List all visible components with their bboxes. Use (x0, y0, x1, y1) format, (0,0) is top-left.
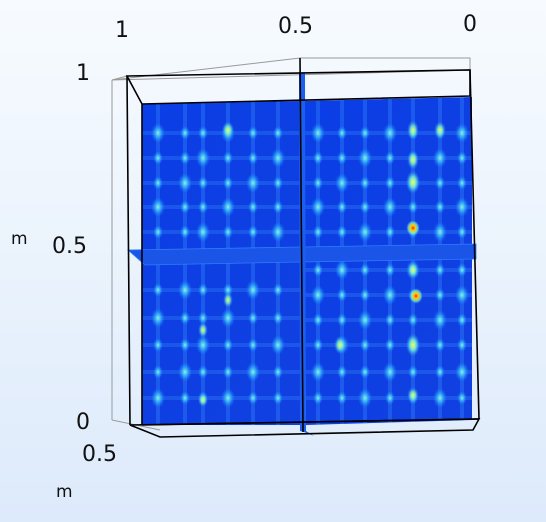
left-axis-tick-3: 0 (76, 410, 90, 435)
top-axis-tick-3: 0 (463, 12, 477, 37)
bounding-box-front (125, 57, 481, 438)
top-axis-tick-2: 0.5 (278, 14, 313, 39)
left-axis-tick-1: 1 (76, 61, 90, 86)
top-axis-tick-1: 1 (115, 18, 129, 43)
depth-axis-tick: 0.5 (82, 442, 117, 467)
depth-axis-unit: m (56, 482, 73, 502)
left-axis-tick-2: 0.5 (52, 234, 87, 259)
left-axis-unit: m (11, 229, 28, 249)
